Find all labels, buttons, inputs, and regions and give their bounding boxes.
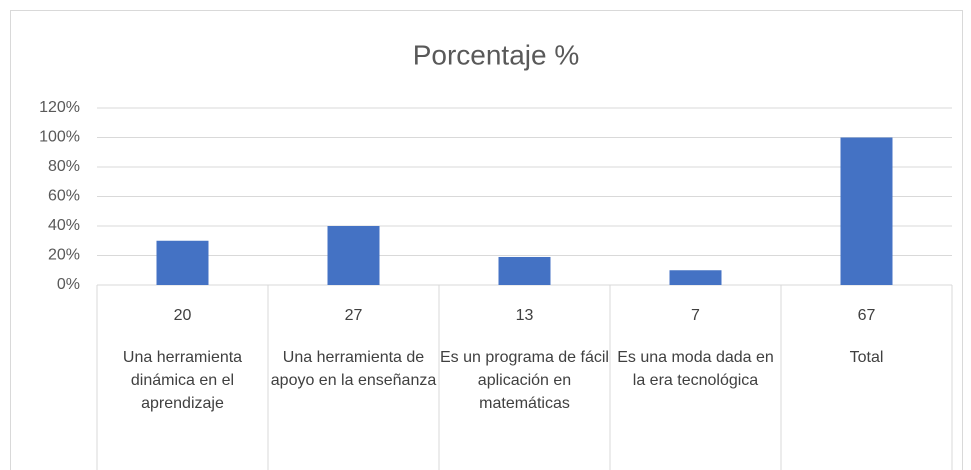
x-tick-label: Es una moda dada en la era tecnológica	[617, 349, 774, 389]
bar	[498, 256, 551, 285]
x-tick-label: Una herramienta de apoyo en la enseñanza	[270, 349, 437, 389]
category-count: 13	[516, 307, 534, 324]
category-count: 27	[345, 307, 363, 324]
x-tick-label: Una herramienta dinámica en el aprendiza…	[122, 349, 243, 412]
bar	[327, 226, 380, 285]
y-tick-label: 120%	[39, 99, 80, 116]
category-count: 7	[691, 307, 700, 324]
bar	[156, 240, 209, 285]
y-tick-label: 40%	[48, 217, 80, 234]
category-count: 67	[858, 307, 876, 324]
y-tick-label: 0%	[57, 276, 80, 293]
chart-border	[10, 10, 963, 470]
y-tick-label: 60%	[48, 188, 80, 205]
category-count: 20	[174, 307, 192, 324]
chart-title: Porcentaje %	[413, 39, 580, 70]
y-tick-label: 80%	[48, 158, 80, 175]
bar	[840, 137, 893, 285]
y-tick-label: 20%	[48, 247, 80, 264]
x-tick-label: Total	[849, 349, 884, 366]
y-tick-label: 100%	[39, 129, 80, 146]
x-tick-label: Es un programa de fácil aplicación en ma…	[440, 349, 609, 412]
bar	[669, 270, 722, 285]
